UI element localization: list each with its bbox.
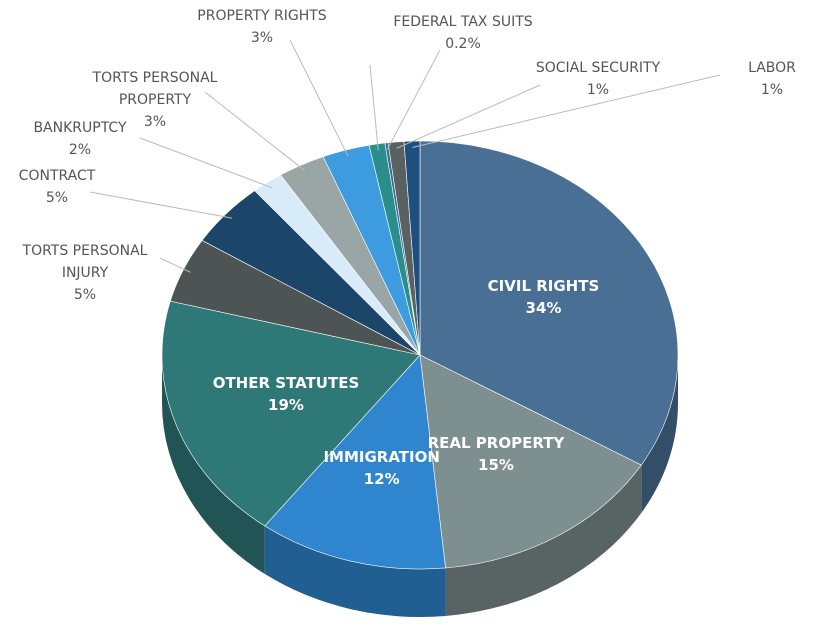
category-label: CIVIL RIGHTS — [487, 276, 600, 295]
data-label: PROPERTY RIGHTS 3% — [172, 5, 352, 49]
slice — [161, 300, 421, 527]
data-label: CONTRACT 5% — [0, 165, 147, 209]
category-label: OTHER STATUTES — [212, 373, 360, 392]
value-label: 2% — [68, 142, 92, 158]
data-label: TORTS PERSONAL PROPERTY 3% — [65, 67, 245, 133]
data-label: BANKRUPTCY 2% — [0, 117, 170, 161]
value-label: 0.2% — [445, 36, 481, 52]
value-label: 3% — [143, 114, 167, 130]
data-label: REAL PROPERTY 15% — [406, 432, 586, 476]
value-label: 1% — [760, 82, 784, 98]
slice-side — [445, 465, 642, 616]
value-label: 5% — [73, 287, 97, 303]
data-label: SOCIAL SECURITY 1% — [508, 57, 688, 101]
leader-line — [369, 64, 379, 151]
category-label: IMMIGRATION — [323, 448, 440, 467]
category-label: TORTS PERSONAL INJURY — [22, 243, 148, 281]
data-label: OTHER STATUTES 19% — [196, 372, 376, 416]
value-label: 12% — [363, 470, 400, 489]
category-label: REAL PROPERTY — [427, 434, 565, 453]
leader-line — [412, 74, 721, 149]
category-label: TORTS PERSONAL PROPERTY — [92, 70, 218, 108]
leader-line — [387, 49, 441, 150]
value-label: 1% — [586, 82, 610, 98]
value-label: 34% — [525, 298, 562, 317]
slice-side — [641, 355, 678, 514]
data-label: TORTS PERSONAL INJURY 5% — [10, 240, 160, 306]
leader-line — [159, 257, 191, 273]
slice-side — [162, 355, 265, 574]
leader-line — [396, 84, 541, 149]
slice — [264, 354, 446, 570]
value-label: 5% — [45, 190, 69, 206]
leader-line — [89, 191, 232, 219]
slice — [419, 354, 642, 569]
category-label: FEDERAL TAX SUITS — [393, 14, 533, 30]
value-label: 19% — [268, 395, 304, 414]
leader-line — [139, 137, 273, 189]
category-label: CONTRACT — [18, 168, 96, 184]
data-label: LABOR 1% — [682, 57, 817, 101]
leader-line — [204, 91, 306, 172]
data-label: FEDERAL TAX SUITS 0.2% — [373, 11, 553, 55]
value-label: 3% — [250, 30, 274, 46]
leader-line — [289, 39, 349, 157]
category-label: PROPERTY RIGHTS — [197, 8, 327, 24]
value-label: 15% — [478, 456, 514, 475]
data-label: CIVIL RIGHTS 34% — [453, 275, 633, 319]
slice — [419, 140, 679, 466]
category-label: LABOR — [748, 60, 796, 76]
category-label: SOCIAL SECURITY — [535, 60, 661, 76]
data-label: IMMIGRATION 12% — [292, 446, 472, 490]
category-label: BANKRUPTCY — [33, 120, 127, 136]
